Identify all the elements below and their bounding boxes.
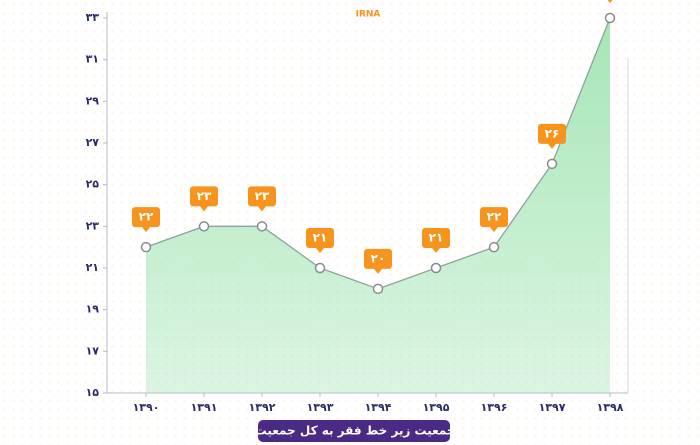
logo: IRNA [356,10,381,20]
value-label: ۲۲ [139,210,154,224]
point [256,221,268,232]
point [546,158,558,170]
point [198,221,210,232]
value-label: ۲۱ [429,231,444,245]
value-callout [306,228,334,253]
value-callout [422,228,450,253]
value-label: ۲۳ [255,189,270,203]
y-tick-label: ۲۷ [86,136,100,149]
value-callout [190,186,218,212]
x-tick-label: ۱۳۹۸ [597,401,624,414]
value-label: ۲۶ [545,126,560,140]
y-tick-label: ۲۹ [86,94,100,107]
x-tick-label: ۱۳۹۶ [481,401,508,414]
value-label: ۲۱ [313,231,328,245]
value-label: ۲۰ [371,251,386,265]
title-box [258,420,450,442]
value-callout [248,186,276,212]
y-tick-label: ۲۵ [86,178,100,191]
point [372,283,384,295]
point [140,241,152,253]
x-tick-label: ۱۳۹۰ [133,401,160,414]
value-label: ۲۲ [487,210,502,224]
point [488,241,500,253]
y-tick-label: ۳۳ [86,11,100,24]
value-callout [607,0,613,3]
y-tick-label: ۱۵ [86,386,100,399]
point [314,262,326,274]
x-tick-label: ۱۳۹۵ [423,401,450,414]
y-tick-label: ۲۳ [86,219,100,232]
value-callout [480,207,508,233]
x-tick-label: ۱۳۹۲ [249,401,276,414]
x-tick-label: ۱۳۹۷ [539,401,566,414]
y-tick-label: ۱۷ [86,344,100,357]
value-callout [538,123,566,149]
y-tick-label: ۳۱ [86,53,99,66]
y-tick-label: ۱۹ [86,303,100,316]
x-tick-label: ۱۳۹۳ [307,401,334,414]
value-callout [364,248,392,274]
point [604,12,616,24]
x-tick-label: ۱۳۹۴ [365,401,392,414]
chart-title: نسبت جمعیت زیر خط فقر به کل جمعیت- درصد [214,424,494,438]
area [146,18,610,393]
value-callout [132,207,160,233]
y-tick-label: ۲۱ [86,261,99,274]
x-tick-label: ۱۳۹۱ [191,401,218,414]
point [430,262,442,274]
value-label: ۲۳ [197,189,212,203]
